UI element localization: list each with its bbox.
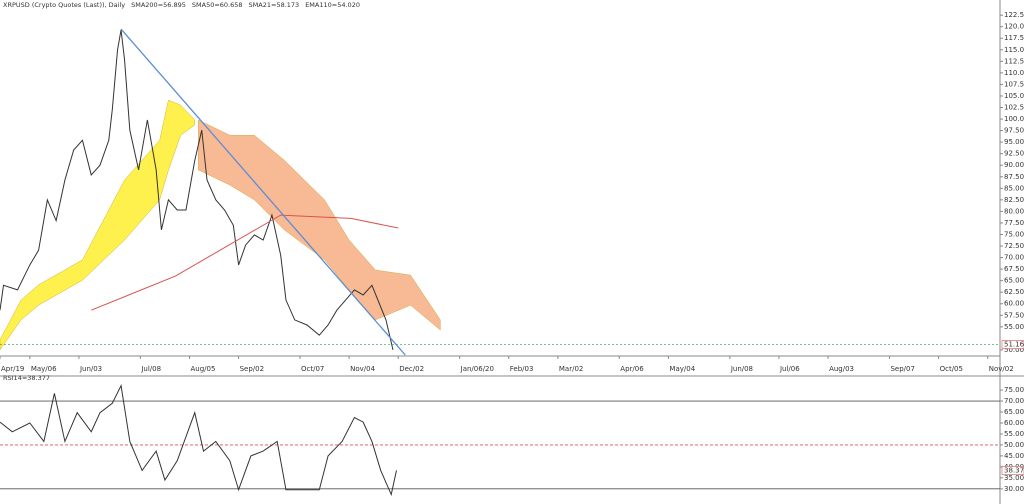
legend-item: SMA200=56.895	[131, 1, 186, 9]
legend-item: RSI14=38.377	[3, 374, 50, 382]
y-tick-label: 75.000	[1004, 386, 1024, 394]
x-tick-label: Mar/02	[559, 365, 583, 373]
legend-item: SMA21=58.173	[249, 1, 300, 9]
cloud	[198, 119, 441, 331]
trendline	[120, 28, 406, 356]
last-value-label: 38.377	[1004, 466, 1024, 474]
y-tick-label: 117.500	[1004, 34, 1024, 42]
y-tick-label: 30.000	[1004, 485, 1024, 493]
y-tick-label: 107.500	[1004, 80, 1024, 88]
y-tick-label: 65.000	[1004, 277, 1024, 285]
y-tick-label: 50.000	[1004, 441, 1024, 449]
y-tick-label: 82.500	[1004, 196, 1024, 204]
x-tick-label: Jun/03	[79, 365, 102, 373]
x-tick-label: Aug/05	[190, 365, 215, 373]
y-tick-label: 100.000	[1004, 115, 1024, 123]
y-tick-label: 97.500	[1004, 127, 1024, 135]
cloud	[0, 99, 195, 351]
series-line	[91, 214, 399, 311]
last-value-box	[1001, 466, 1024, 475]
x-tick-label: Oct/05	[940, 365, 963, 373]
y-tick-label: 105.000	[1004, 92, 1024, 100]
y-tick-label: 72.500	[1004, 242, 1024, 250]
y-tick-label: 75.000	[1004, 230, 1024, 238]
y-tick-label: 50.000	[1004, 346, 1024, 354]
y-tick-label: 102.500	[1004, 104, 1024, 112]
x-tick-label: Sep/02	[240, 365, 264, 373]
y-tick-label: 35.000	[1004, 474, 1024, 482]
y-tick-label: 45.000	[1004, 452, 1024, 460]
x-tick-label: May/04	[669, 365, 695, 373]
x-tick-label: May/06	[31, 365, 57, 373]
last-value-box	[1001, 340, 1024, 349]
x-tick-label: Dec/02	[399, 365, 424, 373]
x-tick-label: Aug/03	[829, 365, 854, 373]
y-tick-label: 67.500	[1004, 265, 1024, 273]
y-tick-label: 110.000	[1004, 69, 1024, 77]
y-tick-label: 80.000	[1004, 207, 1024, 215]
y-tick-label: 57.500	[1004, 311, 1024, 319]
x-tick-label: Apr/19	[1, 365, 24, 373]
y-tick-label: 112.500	[1004, 57, 1024, 65]
x-tick-label: Jan/06/20	[460, 365, 494, 373]
x-tick-label: Oct/07	[301, 365, 324, 373]
y-tick-label: 70.000	[1004, 397, 1024, 405]
x-tick-label: Apr/06	[620, 365, 644, 373]
y-tick-label: 92.500	[1004, 150, 1024, 158]
y-tick-label: 85.000	[1004, 184, 1024, 192]
y-tick-label: 65.000	[1004, 408, 1024, 416]
y-tick-label: 60.000	[1004, 419, 1024, 427]
y-tick-label: 70.000	[1004, 254, 1024, 262]
series-line	[0, 384, 397, 497]
x-tick-label: Jul/06	[779, 365, 800, 373]
y-tick-label: 115.000	[1004, 46, 1024, 54]
y-tick-label: 60.000	[1004, 300, 1024, 308]
x-tick-label: Feb/03	[510, 365, 534, 373]
y-tick-label: 122.500	[1004, 11, 1024, 19]
legend-item: EMA110=54.020	[305, 1, 360, 9]
y-tick-label: 77.500	[1004, 219, 1024, 227]
last-value-label: 51.163	[1004, 341, 1024, 349]
x-tick-label: Sep/07	[890, 365, 914, 373]
x-tick-label: Nov/04	[350, 365, 375, 373]
y-tick-label: 55.000	[1004, 323, 1024, 331]
y-tick-label: 55.000	[1004, 430, 1024, 438]
y-tick-label: 87.500	[1004, 173, 1024, 181]
x-tick-label: Jun/08	[730, 365, 753, 373]
series-line	[0, 29, 394, 351]
x-tick-label: Jul/08	[140, 365, 161, 373]
y-tick-label: 95.000	[1004, 138, 1024, 146]
x-tick-label: Nov/02	[989, 365, 1014, 373]
legend-item: SMA50=60.658	[192, 1, 243, 9]
y-tick-label: 90.000	[1004, 161, 1024, 169]
y-tick-label: 120.000	[1004, 23, 1024, 31]
y-tick-label: 62.500	[1004, 288, 1024, 296]
legend-item: XRPUSD (Crypto Quotes (Last)), Daily	[3, 1, 125, 9]
